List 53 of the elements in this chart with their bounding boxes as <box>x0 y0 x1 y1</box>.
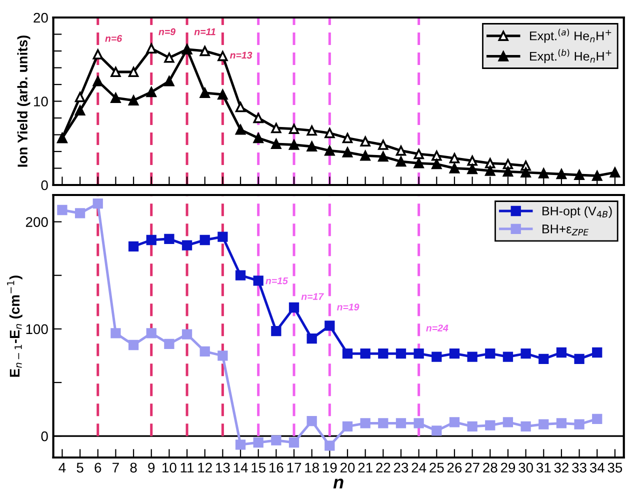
ref-line-label: n=13 <box>230 52 252 59</box>
ref-line-label: n=17 <box>301 293 324 300</box>
ref-line-label: n=9 <box>158 28 176 36</box>
ref-line-label: n=24 <box>426 324 448 332</box>
ref-line-label: n=15 <box>266 277 288 284</box>
x-tick-label: 12 <box>198 462 212 472</box>
x-tick-label: 22 <box>376 462 390 472</box>
x-tick-label: 16 <box>270 462 284 473</box>
y-tick-label: 10 <box>34 96 48 106</box>
x-tick-label: 32 <box>554 462 568 473</box>
x-tick-label: 4 <box>58 462 66 472</box>
x-tick-label: 11 <box>180 462 194 472</box>
x-tick-label: 17 <box>287 462 302 472</box>
x-tick-label: 14 <box>234 462 248 472</box>
x-axis-title: n <box>333 478 344 488</box>
legend-label: BH-opt (V$_{4B}$) <box>542 206 612 218</box>
x-tick-label: 30 <box>518 462 533 473</box>
x-tick-label: 33 <box>572 462 586 473</box>
x-tick-label: 5 <box>76 462 84 473</box>
x-tick-label: 15 <box>252 462 266 473</box>
y-tick-label: 100 <box>26 324 48 334</box>
legend-label: Expt.$^{(b)}$ He$_{n}$H$^{+}$ <box>530 49 612 64</box>
x-tick-label: 26 <box>447 462 462 473</box>
y-tick-label: 200 <box>26 217 48 227</box>
ref-line-label: n=19 <box>336 304 360 310</box>
x-tick-label: 10 <box>162 462 176 473</box>
x-tick-label: 29 <box>500 462 516 473</box>
x-tick-label: 24 <box>412 462 426 472</box>
y-tick-label: 0 <box>41 180 48 190</box>
ref-line-label: n=11 <box>194 28 216 36</box>
y-tick-label: 20 <box>34 12 48 23</box>
x-tick-label: 25 <box>430 462 444 473</box>
x-tick-label: 19 <box>323 462 337 473</box>
x-tick-label: 34 <box>590 462 604 473</box>
x-tick-label: 27 <box>465 462 480 472</box>
x-tick-label: 18 <box>305 462 319 473</box>
legend-label: Expt.$^{(a)}$ He$_{n}$H$^{+}$ <box>530 28 612 43</box>
x-tick-label: 6 <box>94 462 102 473</box>
x-tick-label: 28 <box>483 462 498 473</box>
x-tick-label: 7 <box>112 462 119 472</box>
x-tick-label: 20 <box>340 462 355 473</box>
legend-label: BH+ε$_{ZPE}$ <box>542 224 589 236</box>
y-axis-title: Ion Yield (arb. units) <box>17 36 30 167</box>
x-tick-label: 8 <box>130 462 137 473</box>
x-tick-label: 31 <box>536 462 551 473</box>
x-tick-label: 35 <box>608 462 622 473</box>
x-tick-label: 13 <box>216 462 230 473</box>
x-tick-label: 21 <box>358 462 372 472</box>
x-tick-label: 9 <box>148 462 155 473</box>
x-tick-label: 23 <box>394 462 408 473</box>
ref-line-label: n=6 <box>105 35 122 42</box>
y-tick-label: 0 <box>41 431 48 442</box>
y-axis-title: E$_{n−1}$-E$_{n}$ (cm$^{−1}$) <box>7 276 22 377</box>
